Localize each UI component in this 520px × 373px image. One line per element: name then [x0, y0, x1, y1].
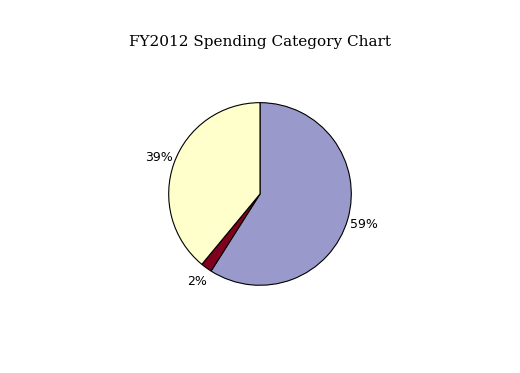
Wedge shape: [211, 103, 352, 285]
Title: FY2012 Spending Category Chart: FY2012 Spending Category Chart: [129, 35, 391, 49]
Wedge shape: [202, 194, 260, 271]
Text: 39%: 39%: [145, 151, 173, 164]
Text: 59%: 59%: [349, 217, 378, 231]
Text: 2%: 2%: [187, 275, 206, 288]
Wedge shape: [168, 103, 260, 264]
